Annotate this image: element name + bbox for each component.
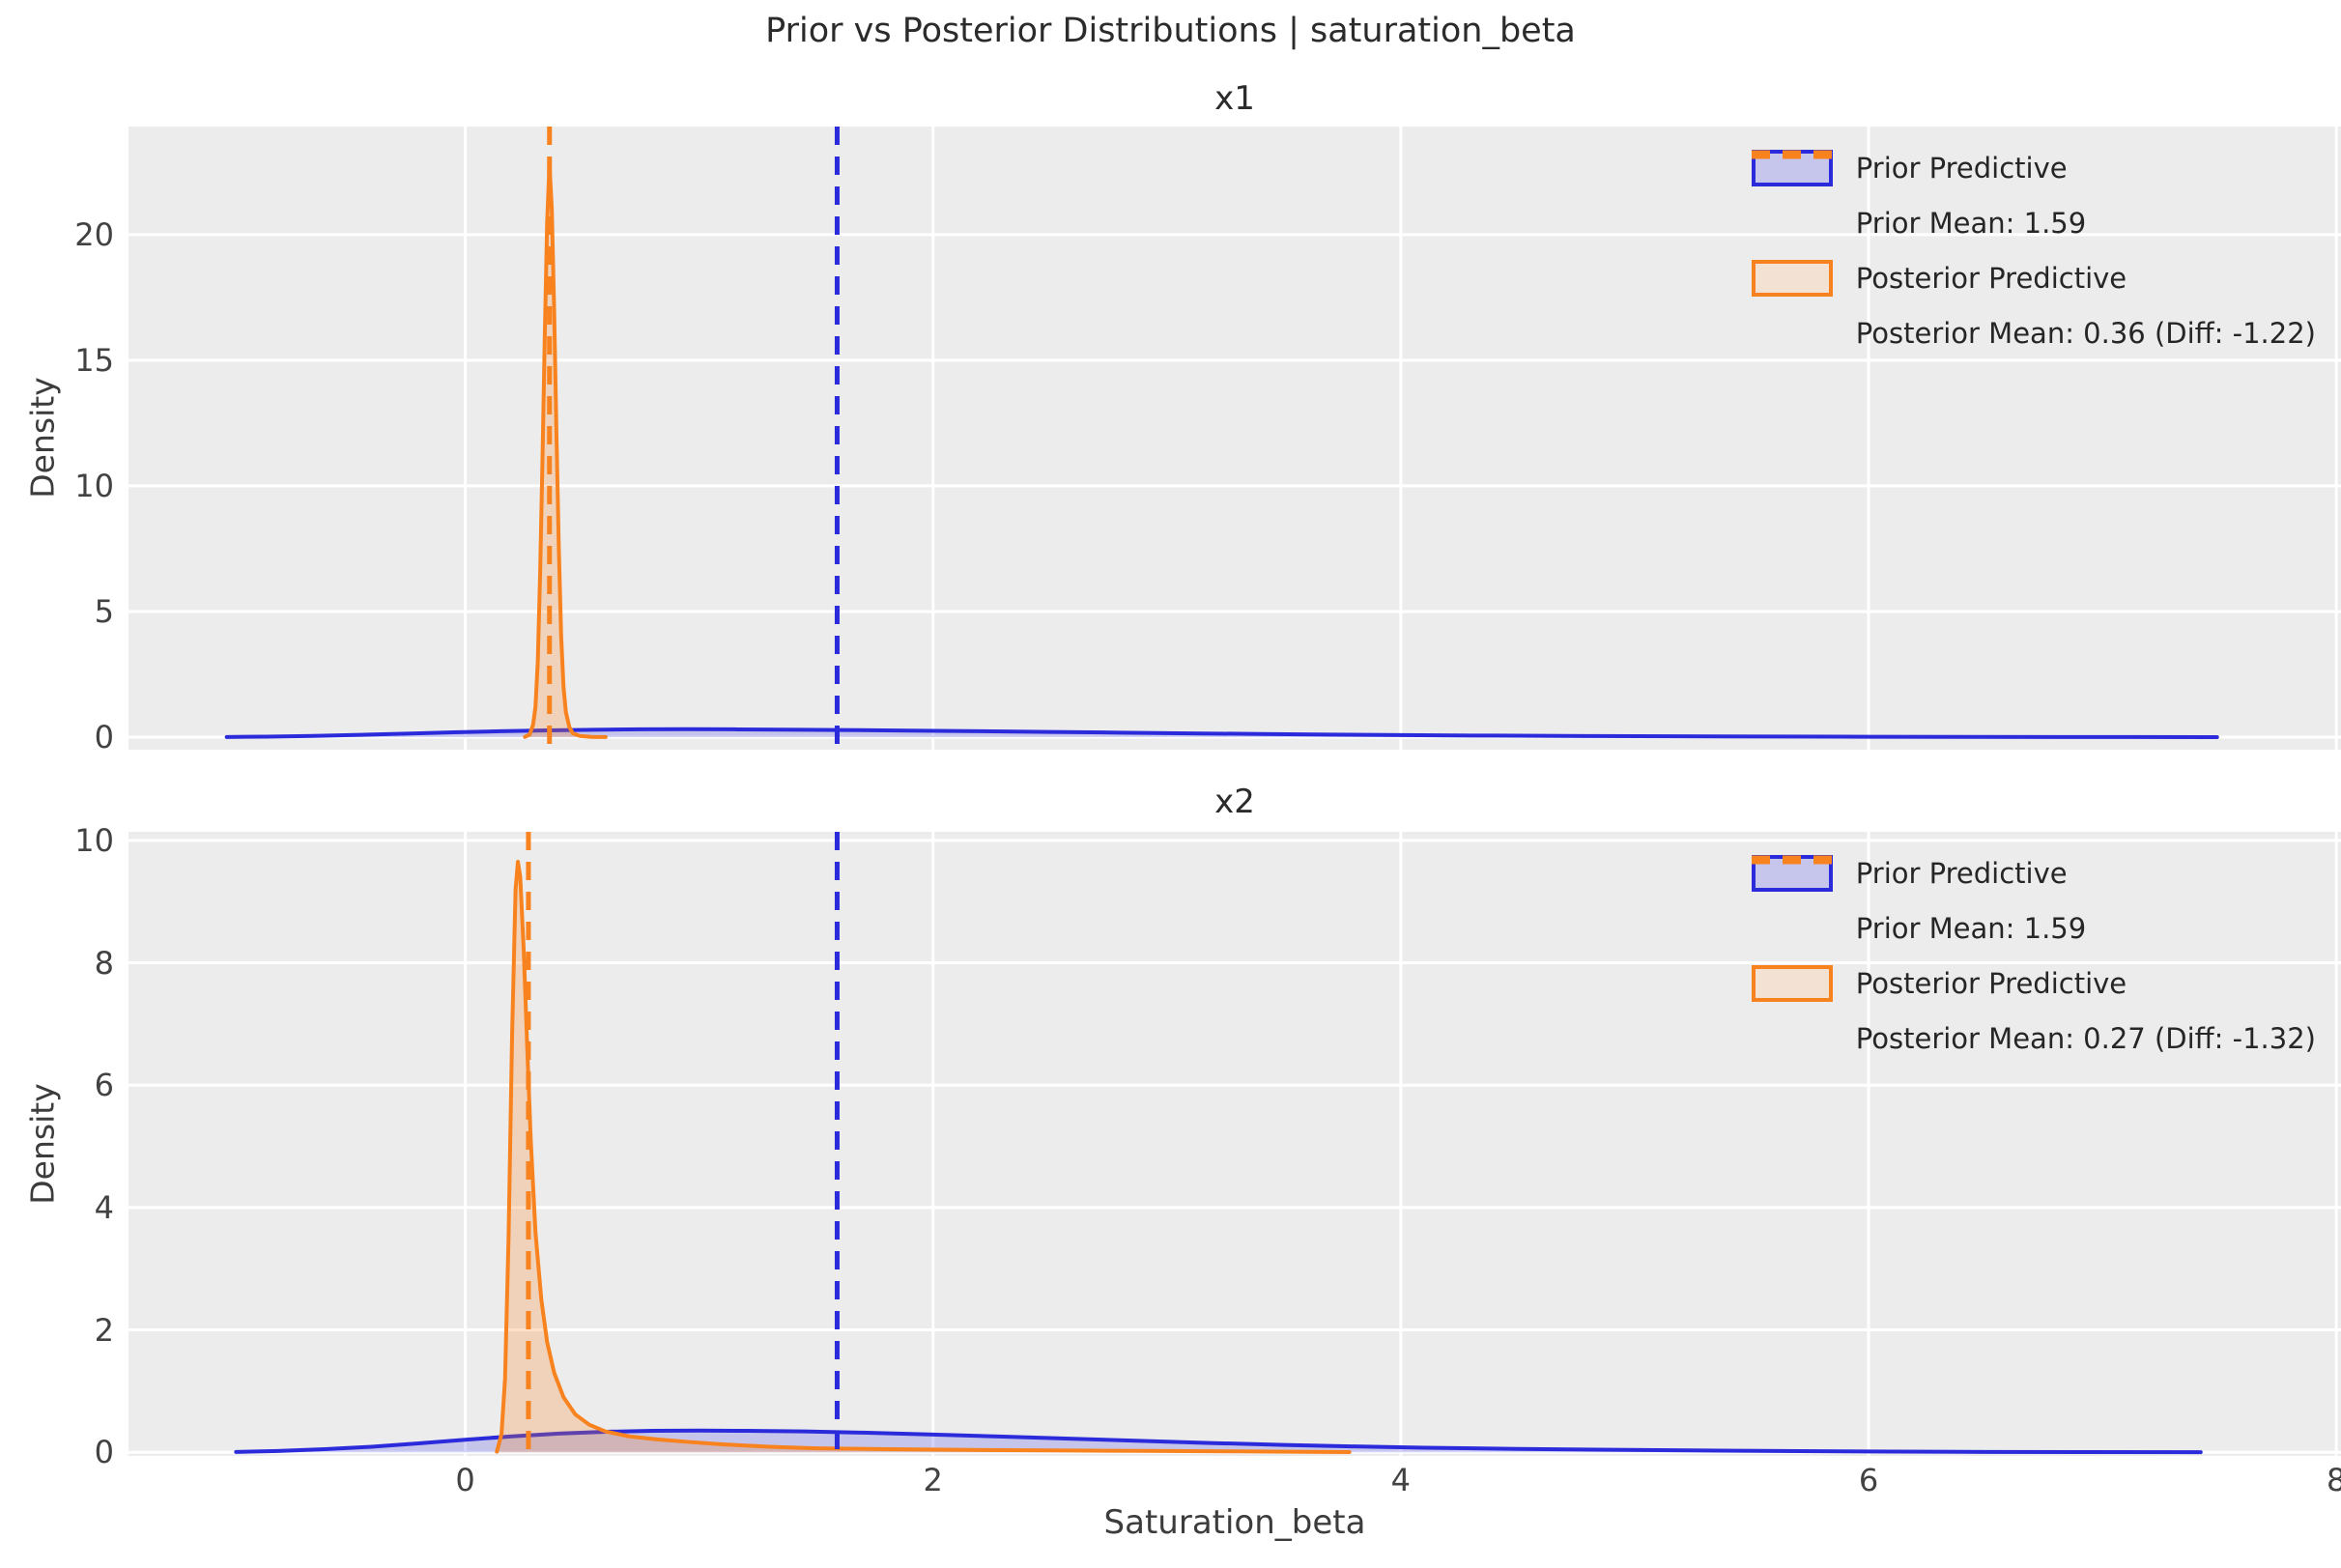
x-tick-label: 6 — [1858, 1462, 1879, 1498]
x-tick-label: 2 — [923, 1462, 943, 1498]
legend-label: Posterior Predictive — [1855, 262, 2127, 295]
x-tick-label: 8 — [2326, 1462, 2341, 1498]
posterior-kde-curve — [523, 162, 608, 739]
axes-x2: Prior Predictive Prior Mean: 1.59 Posterio… — [128, 832, 2341, 1456]
legend-item: Prior Mean: 1.59 — [1751, 150, 2316, 242]
legend-label: Posterior Mean: 0.27 (Diff: -1.32) — [1855, 1022, 2316, 1055]
x-tick-label: 0 — [455, 1462, 475, 1498]
legend-x1: Prior Predictive Prior Mean: 1.59 Posterio… — [1751, 150, 2316, 352]
prior-kde-area — [236, 1430, 2201, 1453]
y-tick-label: 0 — [94, 1434, 114, 1471]
legend-patch-swatch — [1751, 260, 1833, 297]
subplot-title-x2: x2 — [1214, 783, 1255, 821]
gridlines — [128, 127, 2341, 750]
y-tick-label: 10 — [74, 467, 114, 504]
legend-x2: Prior Predictive Prior Mean: 1.59 Posterio… — [1751, 855, 2316, 1057]
legend-item: Posterior Predictive — [1751, 965, 2316, 1002]
y-tick-label: 2 — [94, 1311, 114, 1349]
legend-item: Prior Mean: 1.59 — [1751, 855, 2316, 947]
legend-item: Posterior Mean: 0.27 (Diff: -1.32) — [1751, 855, 2316, 1057]
y-tick-label: 15 — [74, 341, 114, 379]
legend-label: Posterior Predictive — [1855, 967, 2127, 1000]
figure-title: Prior vs Posterior Distributions | satur… — [765, 12, 1576, 50]
y-tick-label: 6 — [94, 1067, 114, 1104]
legend-item: Posterior Mean: 0.36 (Diff: -1.22) — [1751, 150, 2316, 352]
legend-label: Prior Predictive — [1855, 152, 2068, 185]
patch-icon — [1751, 965, 1833, 1002]
posterior-kde-curve — [495, 860, 1352, 1455]
posterior-kde-area — [525, 164, 606, 737]
y-tick-label: 8 — [94, 944, 114, 982]
legend-item: Posterior Predictive — [1751, 260, 2316, 297]
legend-label: Posterior Mean: 0.36 (Diff: -1.22) — [1855, 317, 2316, 350]
y-tick-label: 4 — [94, 1188, 114, 1226]
legend-label: Prior Mean: 1.59 — [1855, 207, 2087, 240]
y-tick-label: 5 — [94, 592, 114, 630]
x-tick-label: 4 — [1390, 1462, 1412, 1498]
legend-label: Prior Mean: 1.59 — [1855, 912, 2087, 945]
y-tick-label: 20 — [74, 215, 114, 253]
plot-area-x2 — [128, 832, 2341, 1456]
legend-label: Prior Predictive — [1855, 857, 2068, 890]
prior-kde-curve — [234, 1428, 2203, 1455]
patch-icon — [1751, 260, 1833, 297]
legend-item: Prior Predictive — [1751, 855, 2316, 892]
axes-x1: Prior Predictive Prior Mean: 1.59 Posterio… — [128, 127, 2341, 750]
dash-icon — [1751, 150, 1833, 159]
legend-item: Prior Predictive — [1751, 150, 2316, 186]
y-tick-label: 10 — [74, 821, 114, 859]
x-axis-label: Saturation_beta — [1103, 1503, 1366, 1542]
plot-area-x1 — [128, 127, 2341, 750]
dash-icon — [1751, 855, 1833, 865]
posterior-kde-area — [497, 862, 1350, 1453]
subplot-title-x1: x1 — [1214, 79, 1255, 118]
legend-patch-swatch — [1751, 965, 1833, 1002]
y-tick-label: 0 — [94, 718, 114, 755]
prior-kde-curve — [224, 727, 2219, 739]
